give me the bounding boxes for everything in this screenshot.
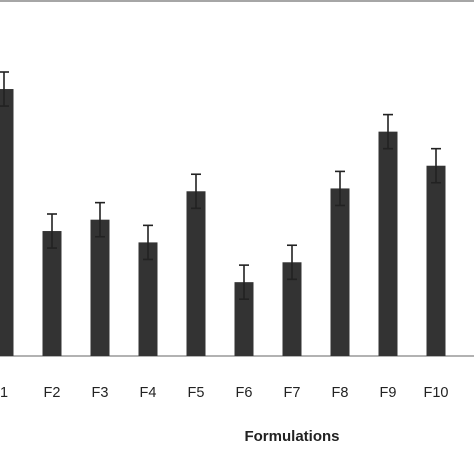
bar-f6	[234, 282, 254, 356]
bar-f4	[138, 242, 158, 356]
x-tick-label-f6: F6	[236, 385, 253, 401]
x-tick-label-f10: F10	[424, 385, 449, 401]
error-bar-f9	[383, 113, 393, 150]
x-tick-label-f1: 1	[0, 385, 8, 401]
x-tick-label-f2: F2	[44, 385, 61, 401]
error-bar-f8	[335, 170, 345, 207]
error-bar-f10	[431, 147, 441, 184]
bar-f8	[330, 188, 350, 356]
bar-f2	[42, 231, 62, 356]
x-tick-label-f8: F8	[332, 385, 349, 401]
error-bar-f6	[239, 264, 249, 301]
bar-f10	[426, 165, 446, 356]
error-bar-f3	[95, 201, 105, 238]
x-tick-label-f4: F4	[140, 385, 157, 401]
error-bar-f1	[0, 71, 9, 107]
bar-f1	[0, 89, 14, 356]
x-axis-title: Formulations	[244, 428, 339, 445]
error-bar-f2	[47, 213, 57, 249]
bar-f5	[186, 191, 206, 356]
error-bar-f7	[287, 244, 297, 281]
error-bar-f5	[191, 173, 201, 210]
x-tick-label-f5: F5	[188, 385, 205, 401]
x-tick-label-f9: F9	[380, 385, 397, 401]
bar-f9	[378, 131, 398, 356]
x-tick-label-f3: F3	[92, 385, 109, 401]
bar-f3	[90, 219, 110, 356]
x-tick-label-f7: F7	[284, 385, 301, 401]
error-bar-f4	[143, 224, 153, 261]
error-bars-group	[0, 71, 441, 301]
bars-group	[0, 89, 446, 356]
bar-f7	[282, 262, 302, 356]
